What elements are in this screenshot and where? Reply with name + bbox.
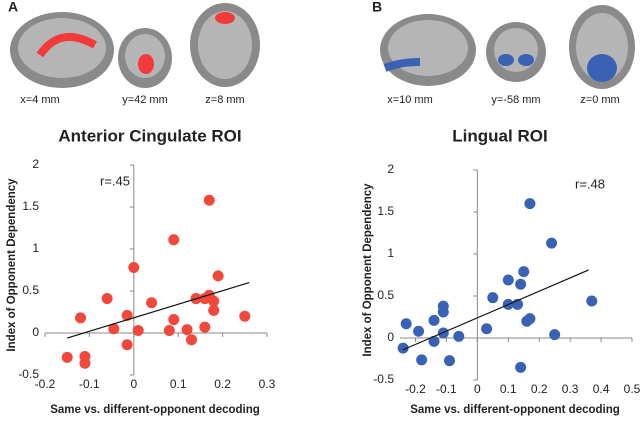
point	[79, 351, 91, 363]
y-tick-label: 2	[32, 157, 39, 171]
point	[163, 324, 175, 336]
point	[208, 295, 220, 307]
y-tick-label: 1.5	[377, 204, 394, 218]
point	[502, 274, 514, 286]
slice-label: z=0 mm	[580, 94, 619, 106]
point	[443, 355, 455, 367]
y-tick-label: 1.5	[22, 199, 39, 213]
point	[397, 342, 409, 354]
x-tick-label: 0.3	[562, 382, 579, 396]
point	[428, 314, 440, 326]
point	[437, 300, 449, 312]
y-tick-label: 1	[32, 241, 39, 255]
point	[186, 334, 198, 346]
point	[128, 261, 140, 273]
brain-images-a	[10, 3, 260, 88]
point	[549, 329, 561, 341]
point	[481, 323, 493, 335]
x-tick-label: 0.1	[170, 377, 187, 391]
x-tick-label: 0	[474, 382, 481, 396]
trendline	[402, 269, 589, 351]
annotation: r=.45	[100, 173, 130, 188]
point	[239, 310, 251, 322]
point	[121, 309, 133, 321]
slice-label: x=10 mm	[387, 94, 433, 106]
point	[181, 324, 193, 336]
point	[546, 237, 558, 249]
trendline	[67, 282, 250, 339]
y-axis-label: Index of Opponent Dependency	[362, 183, 374, 357]
y-tick-label: -0.5	[18, 367, 39, 381]
slice-label: z=8 mm	[205, 94, 244, 106]
point	[146, 297, 158, 309]
x-tick-label: -0.1	[79, 377, 100, 391]
point	[199, 321, 211, 333]
x-tick-label: -0.1	[436, 382, 457, 396]
panel-label: A	[8, 0, 18, 15]
x-axis-label: Same vs. different-opponent decoding	[410, 404, 620, 416]
x-tick-label: 0.2	[214, 377, 231, 391]
x-tick-label: 0.3	[259, 377, 276, 391]
x-tick-label: 0.5	[624, 382, 640, 396]
point	[453, 330, 465, 342]
point	[515, 278, 527, 290]
x-axis-label: Same vs. different-opponent decoding	[50, 404, 260, 416]
point	[108, 323, 120, 335]
point	[168, 234, 180, 246]
x-tick-label: -0.2	[405, 382, 426, 396]
point	[168, 314, 180, 326]
x-tick-label: -0.2	[35, 377, 56, 391]
y-tick-label: -0.5	[373, 372, 394, 386]
point	[212, 270, 224, 282]
point	[413, 325, 425, 337]
y-axis-label: Index of Opponent Dependency	[6, 178, 18, 352]
y-tick-label: 0	[387, 330, 394, 344]
point	[61, 351, 73, 363]
point	[524, 313, 536, 325]
x-tick-label: 0.4	[593, 382, 610, 396]
point	[416, 354, 428, 366]
y-tick-label: 0.5	[22, 283, 39, 297]
point	[586, 295, 598, 307]
y-tick-label: 2	[387, 162, 394, 176]
point	[515, 361, 527, 373]
y-tick-label: 1	[387, 246, 394, 260]
slice-label: y=42 mm	[122, 94, 168, 106]
slice-label: y=-58 mm	[491, 94, 540, 106]
y-tick-label: 0	[32, 325, 39, 339]
point	[524, 198, 536, 210]
x-tick-label: 0.1	[500, 382, 517, 396]
point	[400, 318, 412, 330]
slice-label: x=4 mm	[20, 94, 59, 106]
x-tick-label: 0.2	[531, 382, 548, 396]
x-tick-label: 0	[130, 377, 137, 391]
point	[132, 324, 144, 336]
point	[203, 194, 215, 206]
annotation: r=.48	[575, 176, 605, 191]
point	[101, 293, 113, 305]
point	[428, 335, 440, 347]
point	[487, 292, 499, 304]
point	[75, 312, 87, 324]
y-tick-label: 0.5	[377, 288, 394, 302]
chart-title: Anterior Cingulate ROI	[58, 126, 241, 145]
point	[518, 266, 530, 278]
brain-images-b	[380, 5, 635, 89]
point	[121, 339, 133, 351]
point	[208, 304, 220, 316]
chart-title: Lingual ROI	[452, 126, 547, 145]
panel-label: B	[372, 0, 382, 15]
